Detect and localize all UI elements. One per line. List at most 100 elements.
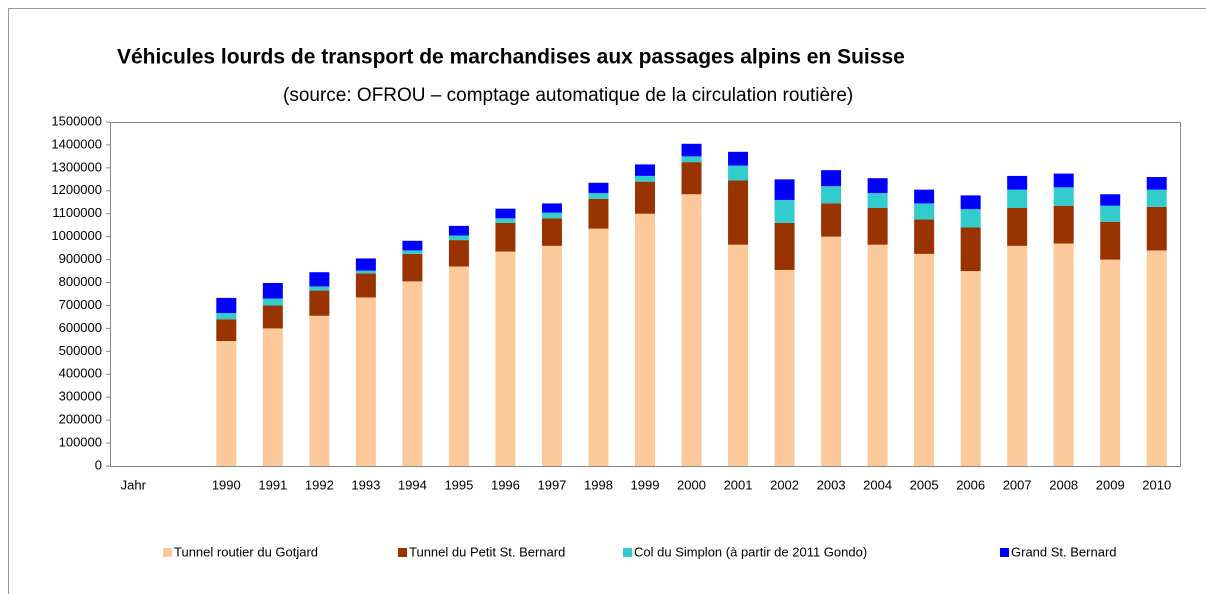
y-tick-label: 500000 [59,343,102,358]
y-tick-label: 300000 [59,389,102,404]
bar-segment [216,341,237,466]
bar-segment [821,170,842,187]
bar-segment [774,199,795,223]
bar-segment [588,182,609,194]
bar-segment [681,194,702,467]
bar-segment [821,236,842,466]
bar-segment [1053,243,1074,466]
x-tick-label: Jahr [121,477,147,492]
bar-segment [216,297,237,314]
bar-segment [1007,175,1028,190]
bar-segment [448,240,469,267]
bar-segment [541,218,562,246]
bar-segment [1100,205,1121,222]
x-tick-label: 2010 [1142,477,1171,492]
y-tick-label: 1200000 [51,182,102,197]
bar-segment [262,305,283,329]
bar-segment [960,271,981,466]
y-tick-label: 400000 [59,366,102,381]
bar-segment [635,164,655,176]
bar-segment [495,218,516,223]
x-tick-label: 2008 [1049,477,1078,492]
bar-segment [867,244,888,466]
legend-label: Tunnel routier du Gotjard [174,544,318,559]
bar-segment [1146,177,1167,190]
bar-segment [448,235,469,241]
bar-segment [448,266,469,466]
x-tick-label: 1993 [351,477,380,492]
x-tick-label: 1995 [444,477,473,492]
bar-segment [495,251,516,466]
y-tick-label: 700000 [59,297,102,312]
bar-segment [821,203,842,237]
bar-segment [309,315,330,466]
x-tick-label: 2000 [677,477,706,492]
bar-segment [1100,221,1121,260]
bar-segment [588,228,609,466]
bar-segment [728,165,749,181]
x-tick-label: 1998 [584,477,613,492]
x-tick-label: 2001 [724,477,753,492]
y-tick-label: 1000000 [51,228,102,243]
y-tick-label: 1300000 [51,159,102,174]
bar-segment [728,180,749,245]
x-tick-label: 1992 [305,477,334,492]
bar-segment [774,179,795,200]
bar-segment [635,213,655,466]
bar-segment [1100,194,1121,206]
x-tick-label: 1996 [491,477,520,492]
bar-segment [309,290,330,316]
bar-segment [1146,250,1167,466]
bar-segment [495,208,516,219]
x-tick-label: 2003 [817,477,846,492]
y-tick-label: 200000 [59,412,102,427]
bar-segment [914,253,935,466]
y-tick-label: 1500000 [51,113,102,128]
bar-segment [821,186,842,204]
legend-label: Col du Simplon (à partir de 2011 Gondo) [634,544,867,559]
x-tick-label: 2004 [863,477,892,492]
bar-segment [448,225,469,236]
y-tick-label: 0 [95,457,102,472]
x-tick-label: 1990 [212,477,241,492]
bar-segment [635,175,655,182]
y-tick-label: 1100000 [52,205,102,220]
x-tick-label: 1994 [398,477,427,492]
bar-segment [1053,205,1074,244]
bar-segment [355,273,376,298]
x-tick-label: 2007 [1003,477,1032,492]
legend-swatch [398,548,407,557]
x-tick-label: 2002 [770,477,799,492]
bar-segment [588,193,609,199]
bar-segment [774,222,795,270]
bar-segment [355,258,376,271]
bar-segment [914,189,935,204]
y-tick-label: 1400000 [51,136,102,151]
bar-segment [1100,259,1121,466]
bar-segment [681,156,702,163]
bar-segment [728,151,749,166]
bar-segment [1146,189,1167,207]
x-tick-label: 1999 [631,477,660,492]
bar-segment [541,245,562,466]
bar-segment [355,297,376,466]
bar-segment [402,253,423,282]
chart-title: Véhicules lourds de transport de marchan… [117,46,905,69]
bar-segment [1007,208,1028,246]
legend-swatch [623,548,632,557]
y-tick-label: 800000 [59,274,102,289]
bar-segment [355,270,376,274]
bar-segment [635,181,655,214]
bar-segment [1007,189,1028,208]
bar-segment [774,269,795,466]
bar-segment [914,219,935,254]
bar-segment [960,195,981,210]
bar-segment [867,178,888,194]
bar-segment [1053,187,1074,206]
bar-segment [402,240,423,251]
bar-segment [681,162,702,195]
bar-segment [309,272,330,287]
x-tick-label: 1997 [537,477,566,492]
bar-segment [262,328,283,466]
bar-segment [495,222,516,252]
